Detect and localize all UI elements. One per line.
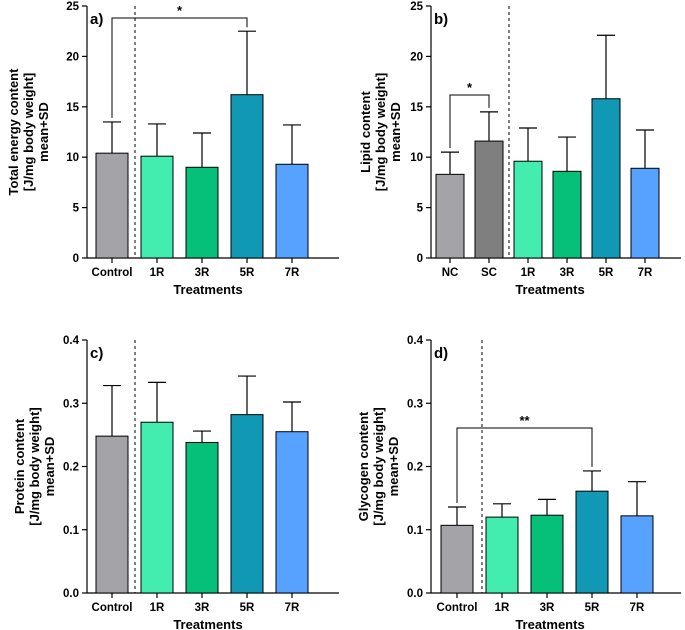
panel-a-y-axis-title-line-3: mean+SD bbox=[36, 102, 51, 162]
panel-b-x-tick-label: 1R bbox=[521, 267, 536, 279]
panel-d-x-tick-label: Control bbox=[437, 602, 478, 614]
panel-c-y-tick-label: 0.1 bbox=[63, 525, 80, 537]
panel-b-bar-3r bbox=[553, 171, 581, 258]
panel-d-y-tick-label: 0.3 bbox=[407, 398, 423, 410]
panel-b-x-tick-label: NC bbox=[442, 267, 459, 279]
panel-d-x-axis-title: Treatments bbox=[515, 617, 584, 630]
panel-c-y-tick-label: 0.0 bbox=[63, 588, 79, 600]
panel-b-bar-1r bbox=[514, 161, 542, 258]
panel-d-y-axis-title-line-1: Glycogen content bbox=[356, 411, 371, 521]
panel-c-bar-1r bbox=[141, 422, 173, 593]
panel-c-y-axis-title-line-3: mean+SD bbox=[42, 437, 57, 497]
panel-b-y-axis-title-line-3: mean+SD bbox=[388, 102, 403, 162]
panel-a-bar-1r bbox=[141, 156, 173, 258]
panel-c-x-tick-label: 3R bbox=[195, 602, 210, 614]
panel-c-x-axis-title: Treatments bbox=[173, 617, 242, 630]
panel-d-x-tick-label: 3R bbox=[540, 602, 555, 614]
panel-d-bar-3r bbox=[531, 515, 563, 593]
panel-c-bar-7r bbox=[276, 432, 308, 593]
panel-a-bar-5r bbox=[231, 95, 263, 258]
panel-c-x-tick-label: 7R bbox=[285, 602, 300, 614]
panel-b-significance-label: * bbox=[467, 80, 473, 95]
panel-d-y-axis-title-line-2: [J/mg body weight] bbox=[371, 407, 386, 525]
panel-d-bar-1r bbox=[486, 517, 518, 593]
panel-b-y-axis-title-line-1: Lipid content bbox=[358, 91, 373, 173]
panel-a-x-tick-label: 5R bbox=[240, 267, 255, 279]
panel-b-bar-sc bbox=[475, 141, 503, 258]
panel-c-bar-5r bbox=[231, 415, 263, 593]
panel-b-x-axis-title: Treatments bbox=[515, 282, 584, 297]
panel-a-y-tick-label: 5 bbox=[73, 203, 80, 215]
panel-a-bar-3r bbox=[186, 167, 218, 258]
panel-b-panel-letter: b) bbox=[434, 11, 448, 28]
panel-d-y-tick-label: 0.1 bbox=[407, 525, 424, 537]
panel-a-x-tick-label: 7R bbox=[285, 267, 300, 279]
panel-b-x-tick-label: 7R bbox=[638, 267, 653, 279]
panel-d-significance-bracket bbox=[457, 428, 592, 503]
panel-b-y-tick-label: 10 bbox=[410, 152, 423, 164]
panel-c-x-tick-label: 1R bbox=[150, 602, 165, 614]
panel-a-x-tick-label: 1R bbox=[150, 267, 165, 279]
panel-a-bar-control bbox=[96, 153, 128, 258]
panel-b-y-tick-label: 0 bbox=[417, 253, 423, 265]
panel-d-x-tick-label: 1R bbox=[495, 602, 510, 614]
panel-c-y-tick-label: 0.4 bbox=[63, 335, 80, 347]
panel-d-bar-5r bbox=[576, 491, 608, 593]
panel-b-x-tick-label: SC bbox=[481, 267, 497, 279]
panel-a-bar-7r bbox=[276, 164, 308, 258]
panel-c-x-tick-label: Control bbox=[92, 602, 133, 614]
panel-b-x-tick-label: 5R bbox=[599, 267, 614, 279]
panel-a-panel-letter: a) bbox=[90, 11, 103, 28]
panel-d-x-tick-label: 7R bbox=[630, 602, 645, 614]
panel-c-y-tick-label: 0.3 bbox=[63, 398, 79, 410]
panel-b-y-tick-label: 15 bbox=[410, 102, 423, 114]
panel-b-significance-bracket bbox=[450, 95, 489, 148]
panel-d-y-axis-title-line-3: mean+SD bbox=[386, 437, 401, 497]
panel-c-y-axis-title-line-2: [J/mg body weight] bbox=[27, 407, 42, 525]
panel-d-panel-letter: d) bbox=[434, 345, 448, 362]
panel-c-y-axis-title-line-1: Protein content bbox=[12, 418, 27, 514]
panel-a-y-tick-label: 15 bbox=[66, 102, 79, 114]
panel-b-bar-nc bbox=[436, 174, 464, 258]
panel-a-significance-bracket bbox=[112, 18, 247, 118]
panel-b-x-tick-label: 3R bbox=[560, 267, 575, 279]
panel-c-panel-letter: c) bbox=[90, 345, 103, 362]
panel-c-bar-3r bbox=[186, 442, 218, 593]
panel-b-bar-5r bbox=[592, 99, 620, 258]
panel-a-y-tick-label: 25 bbox=[66, 1, 79, 13]
panel-b-bar-7r bbox=[631, 168, 659, 258]
panel-d-x-tick-label: 5R bbox=[585, 602, 600, 614]
panel-a-y-tick-label: 20 bbox=[66, 51, 79, 63]
panel-d-y-tick-label: 0.0 bbox=[407, 588, 423, 600]
panel-c-bar-control bbox=[96, 436, 128, 593]
panel-c-x-tick-label: 5R bbox=[240, 602, 255, 614]
panel-d-significance-label: ** bbox=[519, 413, 530, 428]
panel-b-y-tick-label: 25 bbox=[410, 1, 423, 13]
panel-d-bar-7r bbox=[621, 516, 653, 593]
panel-d-y-tick-label: 0.2 bbox=[407, 462, 423, 474]
panel-b-y-tick-label: 5 bbox=[417, 203, 424, 215]
panel-a-x-axis-title: Treatments bbox=[173, 282, 242, 297]
panel-b-y-tick-label: 20 bbox=[410, 51, 423, 63]
panel-a-y-tick-label: 0 bbox=[73, 253, 79, 265]
panel-a-y-axis-title-line-1: Total energy content bbox=[6, 68, 21, 196]
panel-a-y-tick-label: 10 bbox=[66, 152, 79, 164]
panel-a-significance-label: * bbox=[177, 3, 183, 18]
panel-d-y-tick-label: 0.4 bbox=[407, 335, 424, 347]
panel-c-y-tick-label: 0.2 bbox=[63, 462, 79, 474]
figure: 0 5 10 15 20 25 Control 1R 3R 5R 7R Treatments Total… bbox=[0, 0, 685, 630]
panel-a-y-axis-title-line-2: [J/mg body weight] bbox=[21, 73, 36, 191]
panel-a-x-tick-label: Control bbox=[92, 267, 133, 279]
panel-a-x-tick-label: 3R bbox=[195, 267, 210, 279]
panel-d-bar-control bbox=[441, 525, 473, 593]
panel-b-y-axis-title-line-2: [J/mg body weight] bbox=[373, 73, 388, 191]
